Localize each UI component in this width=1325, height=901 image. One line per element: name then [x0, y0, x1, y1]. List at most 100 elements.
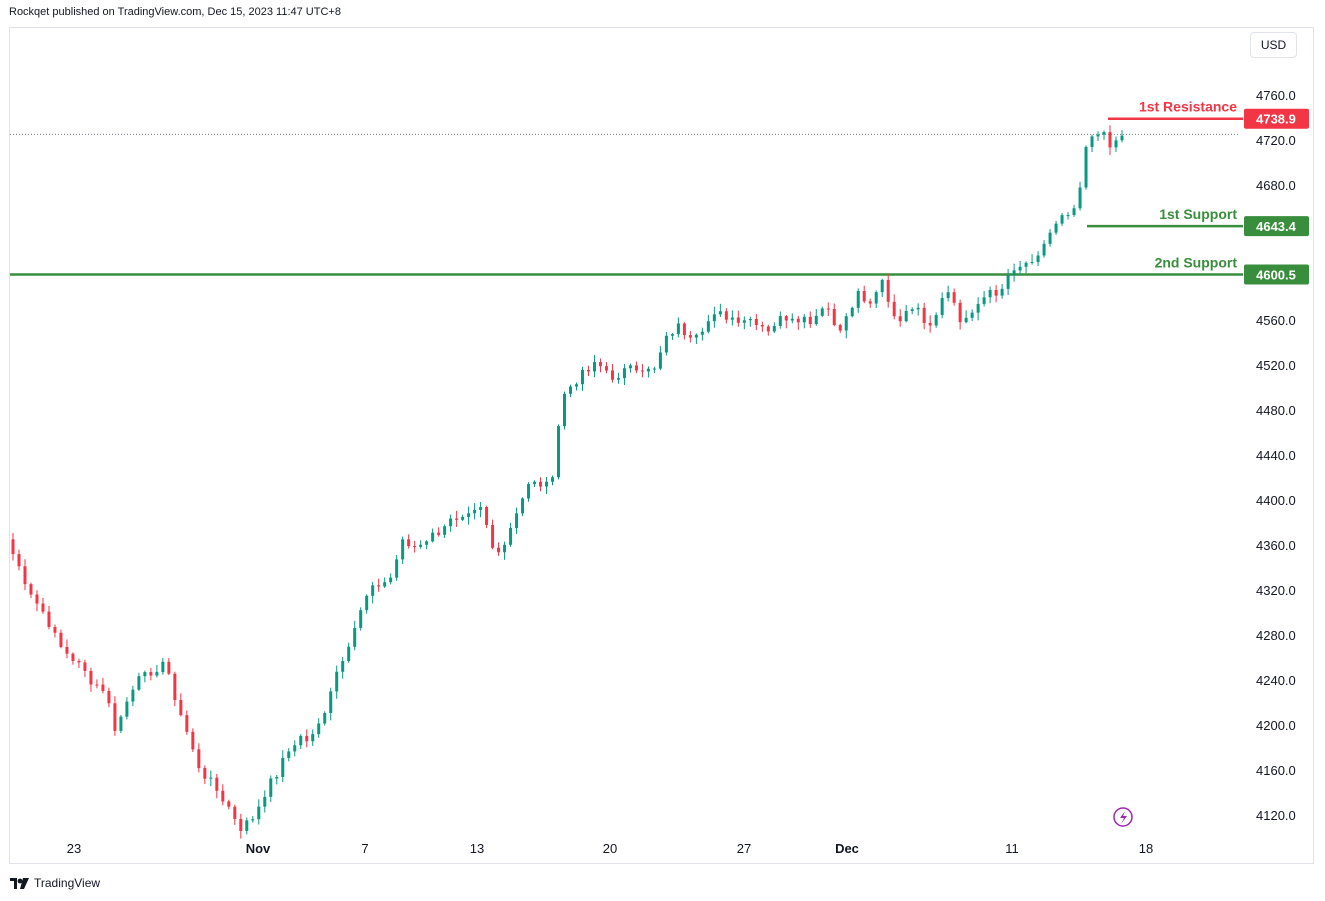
flash-icon[interactable] [1113, 807, 1133, 827]
candle-up [820, 308, 824, 316]
candle-up [1096, 134, 1100, 137]
time-tick-label: 20 [603, 841, 617, 856]
candle-up [155, 672, 159, 676]
candle-down [485, 507, 489, 525]
time-tick-label: Nov [246, 841, 271, 856]
footer-brand[interactable]: TradingView [9, 876, 100, 890]
candles-layer [11, 125, 1124, 839]
candle-up [988, 290, 992, 298]
candle-down [215, 777, 219, 791]
candle-up [646, 368, 650, 372]
candle-up [389, 577, 393, 583]
candle-up [1078, 187, 1082, 209]
candle-down [832, 309, 836, 326]
candle-up [742, 320, 746, 323]
candle-down [826, 308, 830, 310]
candle-down [167, 661, 171, 674]
candle-down [221, 790, 225, 802]
time-tick-label: Dec [835, 841, 859, 856]
candle-down [47, 611, 51, 627]
candle-up [209, 777, 213, 779]
candle-up [748, 318, 752, 321]
price-badge [1244, 264, 1309, 285]
candle-up [574, 384, 578, 387]
price-tick-label: 4560.0 [1256, 313, 1296, 328]
tradingview-logo-icon [10, 877, 29, 889]
candle-down [898, 316, 902, 322]
candle-up [1120, 135, 1124, 141]
candle-down [598, 362, 602, 367]
candle-up [694, 334, 698, 338]
level-lines-layer: 1st Resistance 1st Support 2nd Support [10, 99, 1243, 276]
candle-up [131, 689, 135, 702]
candle-up [790, 318, 794, 321]
candle-up [1072, 208, 1076, 216]
candle-down [808, 316, 812, 325]
candle-up [946, 292, 950, 299]
candle-up [700, 331, 704, 335]
candle-up [161, 661, 165, 673]
price-tick-label: 4520.0 [1256, 358, 1296, 373]
candle-down [239, 818, 243, 831]
price-tick-label: 4680.0 [1256, 178, 1296, 193]
candle-down [17, 554, 21, 567]
candle-down [862, 291, 866, 302]
candle-down [886, 279, 890, 302]
price-tick-label: 4280.0 [1256, 628, 1296, 643]
candle-down [41, 603, 45, 612]
candle-up [1018, 266, 1022, 271]
level-badges-layer: 4738.9 4643.4 4600.5 [1244, 108, 1309, 285]
candle-down [491, 524, 495, 548]
candle-up [443, 526, 447, 535]
candle-down [766, 326, 770, 332]
candle-down [604, 366, 608, 371]
candle-up [323, 713, 327, 724]
candle-down [952, 292, 956, 303]
candle-down [149, 672, 153, 676]
candle-down [71, 653, 75, 661]
level-label: 1st Support [1159, 206, 1237, 222]
candle-down [796, 318, 800, 323]
candle-down [760, 325, 764, 327]
level-label: 1st Resistance [1139, 99, 1237, 115]
candle-up [1102, 132, 1106, 135]
candle-up [275, 776, 279, 779]
candle-down [754, 318, 758, 326]
candle-up [1024, 262, 1028, 267]
time-tick-label: 23 [67, 841, 81, 856]
candle-down [23, 566, 27, 585]
candle-up [359, 610, 363, 628]
candle-up [311, 734, 315, 742]
candle-up [652, 368, 656, 370]
candle-up [874, 292, 878, 304]
candle-down [634, 365, 638, 371]
candle-down [928, 322, 932, 326]
candle-up [616, 378, 620, 380]
time-tick-label: 13 [470, 841, 484, 856]
currency-selector[interactable]: USD [1250, 32, 1297, 58]
candle-down [83, 662, 87, 671]
candle-up [880, 279, 884, 293]
chart-area[interactable] [9, 27, 1314, 864]
candle-up [976, 303, 980, 313]
price-tick-label: 4480.0 [1256, 403, 1296, 418]
price-tick-label: 4320.0 [1256, 583, 1296, 598]
candle-up [1048, 232, 1052, 244]
candle-up [137, 676, 141, 690]
candle-up [1030, 261, 1034, 263]
candle-up [1012, 270, 1016, 276]
candle-down [197, 749, 201, 769]
candle-up [143, 672, 147, 677]
candle-down [113, 703, 117, 731]
candle-down [65, 646, 69, 654]
candle-down [227, 801, 231, 807]
candle-up [904, 310, 908, 322]
candle-down [958, 302, 962, 323]
time-tick-label: 18 [1139, 841, 1153, 856]
candle-up [335, 671, 339, 692]
candle-up [982, 297, 986, 304]
candle-up [856, 291, 860, 308]
time-tick-label: 7 [361, 841, 368, 856]
candle-down [107, 691, 111, 704]
